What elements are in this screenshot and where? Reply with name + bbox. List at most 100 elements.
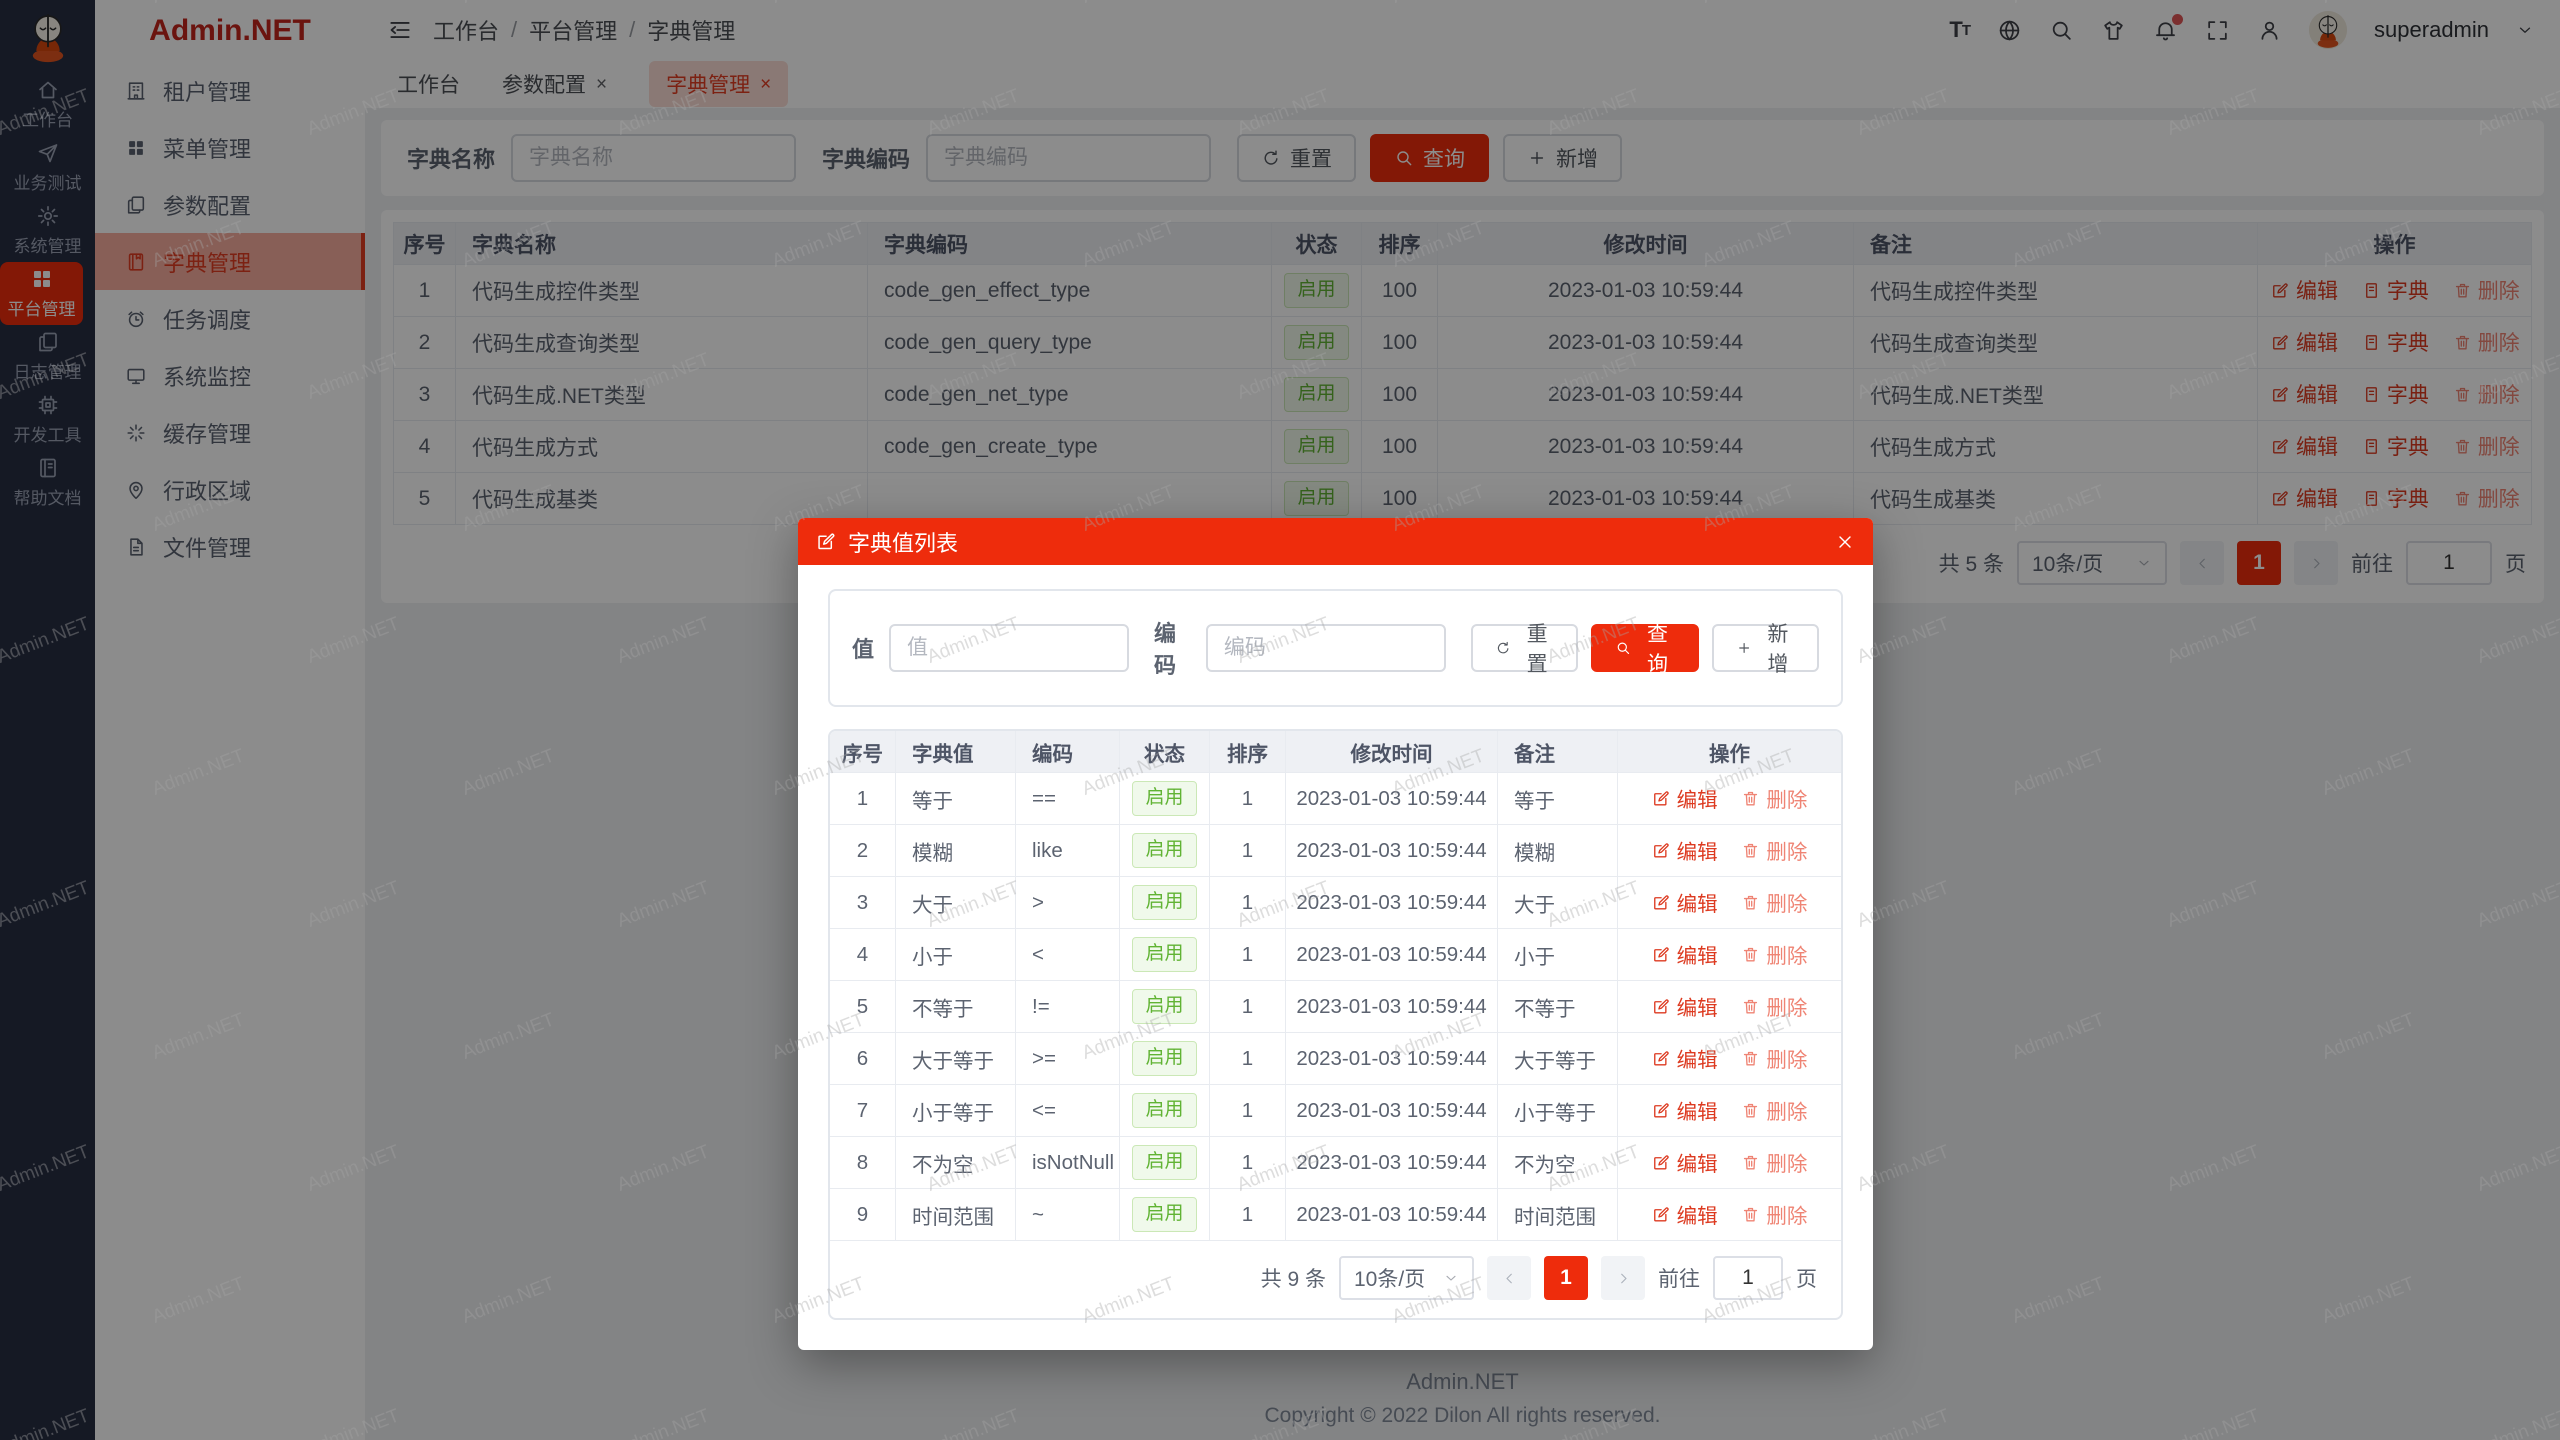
table-row: 5 代码生成基类 启用 100 2023-01-03 10:59:44 代码生成… <box>393 472 2532 525</box>
sidebar-item-file-mgmt[interactable]: 文件管理 <box>95 518 365 575</box>
delete-link[interactable]: 删除 <box>2453 379 2520 409</box>
goto-page-input[interactable] <box>2406 541 2492 585</box>
delete-link[interactable]: 删除 <box>1741 1147 1807 1177</box>
close-icon[interactable] <box>1835 532 1855 552</box>
delete-label: 删除 <box>2477 436 2520 460</box>
delete-link[interactable]: 删除 <box>1741 835 1807 865</box>
cell-code: ~ <box>1015 1188 1120 1241</box>
tab-param-config[interactable]: 参数配置 × <box>502 69 607 99</box>
edit-link[interactable]: 编辑 <box>1652 887 1718 917</box>
prev-page-button[interactable] <box>2180 541 2224 585</box>
breadcrumb-item[interactable]: 字典管理 <box>647 19 736 44</box>
dict-code-input[interactable] <box>926 134 1212 182</box>
dict-link[interactable]: 字典 <box>2362 379 2429 409</box>
status-badge: 启用 <box>1284 273 1349 308</box>
cell-sort: 100 <box>1361 420 1438 473</box>
dict-link[interactable]: 字典 <box>2362 483 2429 513</box>
profile-icon[interactable] <box>2257 18 2282 43</box>
rail-item-business-test[interactable]: 业务测试 <box>0 136 95 199</box>
value-input[interactable] <box>889 624 1130 672</box>
code-input[interactable] <box>1205 624 1446 672</box>
edit-link[interactable]: 编辑 <box>1652 939 1718 969</box>
rail-item-log-mgmt[interactable]: 日志管理 <box>0 325 95 388</box>
edit-link[interactable]: 编辑 <box>2271 327 2338 357</box>
breadcrumb-item[interactable]: 工作台 <box>433 19 500 44</box>
modal-reset-button[interactable]: 重置 <box>1470 623 1579 676</box>
sidebar-item-sys-monitor[interactable]: 系统监控 <box>95 347 365 404</box>
edit-link[interactable]: 编辑 <box>1652 1147 1718 1177</box>
tab-close-icon[interactable]: × <box>760 73 772 95</box>
rail-item-platform-mgmt[interactable]: 平台管理 <box>0 262 83 325</box>
tab-workbench[interactable]: 工作台 <box>397 69 460 99</box>
sidebar-item-dict-mgmt[interactable]: 字典管理 <box>95 233 365 290</box>
tab-dict-mgmt[interactable]: 字典管理 × <box>649 61 789 107</box>
edit-link[interactable]: 编辑 <box>1652 991 1718 1021</box>
page-size-select[interactable]: 10条/页 <box>2017 541 2167 585</box>
notification-bell-icon[interactable] <box>2153 13 2184 43</box>
edit-icon <box>1653 947 1669 962</box>
delete-link[interactable]: 删除 <box>1741 1199 1807 1229</box>
dict-link[interactable]: 字典 <box>2362 431 2429 461</box>
edit-link[interactable]: 编辑 <box>1652 783 1718 813</box>
sidebar-item-param-config[interactable]: 参数配置 <box>95 176 365 233</box>
delete-link[interactable]: 删除 <box>1741 1043 1807 1073</box>
language-icon[interactable] <box>1997 18 2022 43</box>
sidebar-collapse-icon[interactable] <box>387 17 413 43</box>
search-button[interactable]: 查询 <box>1370 134 1490 182</box>
rail-item-workbench[interactable]: 工作台 <box>0 73 95 136</box>
modal-add-button[interactable]: 新增 <box>1711 623 1819 676</box>
cell-remark: 时间范围 <box>1497 1188 1618 1241</box>
page-size-select[interactable]: 10条/页 <box>1339 1256 1474 1300</box>
cell-time: 2023-01-03 10:59:44 <box>1285 824 1498 877</box>
breadcrumb-item[interactable]: 平台管理 <box>529 19 618 44</box>
delete-link[interactable]: 删除 <box>1741 783 1807 813</box>
page-number-button[interactable]: 1 <box>1544 1256 1588 1300</box>
edit-link[interactable]: 编辑 <box>1652 1043 1718 1073</box>
username[interactable]: superadmin <box>2374 17 2489 42</box>
next-page-button[interactable] <box>2294 541 2338 585</box>
edit-link[interactable]: 编辑 <box>2271 431 2338 461</box>
cell-no: 5 <box>830 980 896 1033</box>
sidebar-item-admin-region[interactable]: 行政区域 <box>95 461 365 518</box>
rail-item-dev-tools[interactable]: 开发工具 <box>0 388 95 451</box>
col-value: 字典值 <box>895 731 1016 773</box>
tab-close-icon[interactable]: × <box>596 73 608 95</box>
delete-link[interactable]: 删除 <box>1741 939 1807 969</box>
rail-item-help-docs[interactable]: 帮助文档 <box>0 451 95 514</box>
sidebar-item-menu-mgmt[interactable]: 菜单管理 <box>95 119 365 176</box>
delete-link[interactable]: 删除 <box>1741 1095 1807 1125</box>
edit-link[interactable]: 编辑 <box>2271 275 2338 305</box>
search-icon[interactable] <box>2049 18 2074 43</box>
edit-link[interactable]: 编辑 <box>1652 1095 1718 1125</box>
delete-link[interactable]: 删除 <box>2453 483 2520 513</box>
pagination-total: 共 5 条 <box>1938 553 2004 576</box>
delete-link[interactable]: 删除 <box>2453 327 2520 357</box>
sidebar-item-tenant-mgmt[interactable]: 租户管理 <box>95 62 365 119</box>
chevron-down-icon[interactable] <box>2516 21 2534 39</box>
sidebar-item-task-schedule[interactable]: 任务调度 <box>95 290 365 347</box>
edit-link[interactable]: 编辑 <box>1652 835 1718 865</box>
prev-page-button[interactable] <box>1487 1256 1531 1300</box>
page-number-button[interactable]: 1 <box>2237 541 2281 585</box>
theme-shirt-icon[interactable] <box>2101 18 2126 43</box>
add-button[interactable]: 新增 <box>1503 134 1623 182</box>
modal-search-button[interactable]: 查询 <box>1591 623 1699 676</box>
delete-link[interactable]: 删除 <box>2453 431 2520 461</box>
sidebar-item-cache-mgmt[interactable]: 缓存管理 <box>95 404 365 461</box>
dict-link[interactable]: 字典 <box>2362 327 2429 357</box>
goto-page-input[interactable] <box>1713 1256 1783 1300</box>
dict-link[interactable]: 字典 <box>2362 275 2429 305</box>
next-page-button[interactable] <box>1601 1256 1645 1300</box>
reset-button[interactable]: 重置 <box>1237 134 1357 182</box>
delete-link[interactable]: 删除 <box>1741 991 1807 1021</box>
delete-link[interactable]: 删除 <box>1741 887 1807 917</box>
edit-link[interactable]: 编辑 <box>2271 379 2338 409</box>
fullscreen-icon[interactable] <box>2205 18 2230 43</box>
rail-item-system-mgmt[interactable]: 系统管理 <box>0 199 95 262</box>
dict-name-input[interactable] <box>511 134 797 182</box>
user-avatar[interactable] <box>2309 11 2348 49</box>
edit-link[interactable]: 编辑 <box>2271 483 2338 513</box>
delete-link[interactable]: 删除 <box>2453 275 2520 305</box>
edit-link[interactable]: 编辑 <box>1652 1199 1718 1229</box>
